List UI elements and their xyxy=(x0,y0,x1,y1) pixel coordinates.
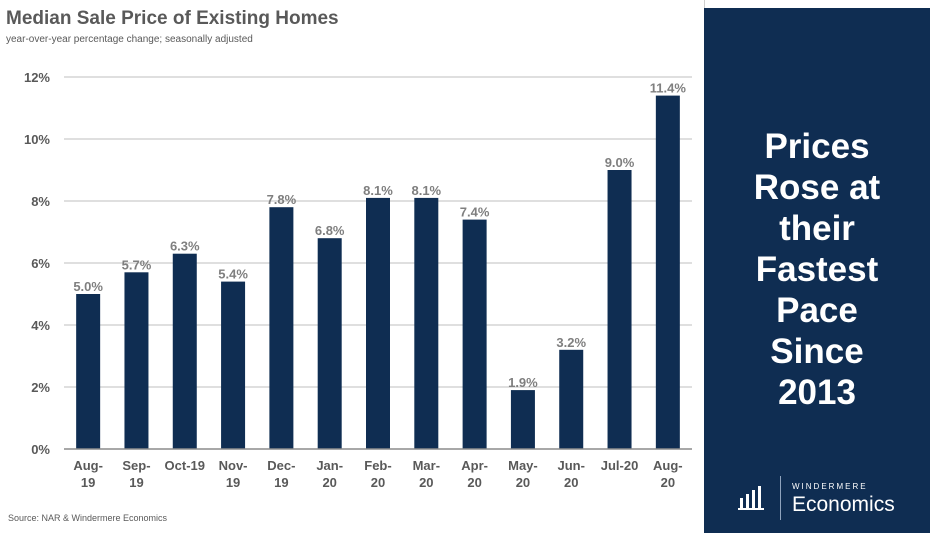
x-tick-label: 20 xyxy=(661,475,675,490)
bar xyxy=(124,272,149,449)
x-tick-label: Oct-19 xyxy=(165,458,205,473)
bar xyxy=(269,207,294,449)
y-tick-label: 0% xyxy=(31,442,50,457)
bar xyxy=(462,219,487,449)
bar xyxy=(221,281,246,449)
x-tick-label: Jan- xyxy=(316,458,343,473)
x-tick-label: Jul-20 xyxy=(601,458,639,473)
bar xyxy=(414,197,439,449)
brand-divider xyxy=(780,476,781,520)
bar xyxy=(76,294,101,449)
x-tick-label: Feb- xyxy=(364,458,391,473)
x-tick-label: Nov- xyxy=(219,458,248,473)
brand-logo: WINDERMERE Economics xyxy=(738,476,918,520)
y-tick-label: 2% xyxy=(31,380,50,395)
y-tick-label: 4% xyxy=(31,318,50,333)
x-tick-label: Dec- xyxy=(267,458,295,473)
headline: Prices Rose at their Fastest Pace Since … xyxy=(704,126,930,413)
data-label: 7.8% xyxy=(267,192,297,207)
headline-line: Since xyxy=(770,332,864,371)
data-label: 5.4% xyxy=(218,267,248,282)
x-tick-label: Apr- xyxy=(461,458,488,473)
data-label: 11.4% xyxy=(650,81,687,96)
x-tick-label: 20 xyxy=(516,475,530,490)
data-label: 5.7% xyxy=(122,257,152,272)
data-label: 8.1% xyxy=(411,183,441,198)
x-tick-label: 19 xyxy=(129,475,143,490)
brand-name-small: WINDERMERE xyxy=(792,482,868,491)
bar xyxy=(366,197,390,449)
chart-title: Median Sale Price of Existing Homes xyxy=(6,8,339,29)
brand-name-large: Economics xyxy=(792,493,895,516)
headline-line: Fastest xyxy=(755,250,879,289)
headline-line: their xyxy=(779,209,855,248)
headline-line: Rose at xyxy=(753,168,881,207)
bar xyxy=(655,95,680,449)
data-label: 3.2% xyxy=(556,335,586,350)
x-tick-label: Sep- xyxy=(122,458,150,473)
x-tick-label: 20 xyxy=(371,475,385,490)
x-tick-label: 20 xyxy=(467,475,481,490)
data-label: 8.1% xyxy=(363,183,393,198)
x-tick-label: May- xyxy=(508,458,538,473)
x-tick-label: Jun- xyxy=(558,458,585,473)
data-label: 9.0% xyxy=(605,155,635,170)
x-tick-label: Mar- xyxy=(413,458,440,473)
source-note: Source: NAR & Windermere Economics xyxy=(8,513,168,523)
x-tick-label: 19 xyxy=(274,475,288,490)
chart-subtitle: year-over-year percentage change; season… xyxy=(6,34,253,45)
data-label: 5.0% xyxy=(73,279,103,294)
data-label: 1.9% xyxy=(508,375,538,390)
headline-line: 2013 xyxy=(778,373,856,412)
y-tick-label: 10% xyxy=(24,132,50,147)
x-tick-label: Aug- xyxy=(653,458,683,473)
data-label: 6.8% xyxy=(315,223,345,238)
data-label: 7.4% xyxy=(460,205,490,220)
headline-line: Pace xyxy=(776,291,858,330)
bar xyxy=(172,253,197,449)
chart-panel: Median Sale Price of Existing Homes year… xyxy=(6,0,705,533)
x-tick-label: 20 xyxy=(419,475,433,490)
x-tick-label: 20 xyxy=(564,475,578,490)
x-tick-label: 19 xyxy=(81,475,95,490)
bar-chart: 0% 2% 4% 6% 8% 10% 12% 5.0% Aug- 19 5.7% Sep- 19 6.3%… xyxy=(24,70,692,490)
headline-panel: Prices Rose at their Fastest Pace Since … xyxy=(704,8,930,533)
y-tick-label: 8% xyxy=(31,194,50,209)
data-label: 6.3% xyxy=(170,239,200,254)
bar xyxy=(510,390,535,449)
x-tick-label: 19 xyxy=(226,475,240,490)
headline-line: Prices xyxy=(764,127,870,166)
x-tick-label: Aug- xyxy=(73,458,103,473)
windermere-logo-icon xyxy=(738,486,764,510)
y-tick-label: 12% xyxy=(24,70,50,85)
bar xyxy=(607,170,632,449)
bar xyxy=(317,238,342,449)
x-tick-label: 20 xyxy=(322,475,336,490)
bar xyxy=(559,349,584,449)
y-tick-label: 6% xyxy=(31,256,50,271)
